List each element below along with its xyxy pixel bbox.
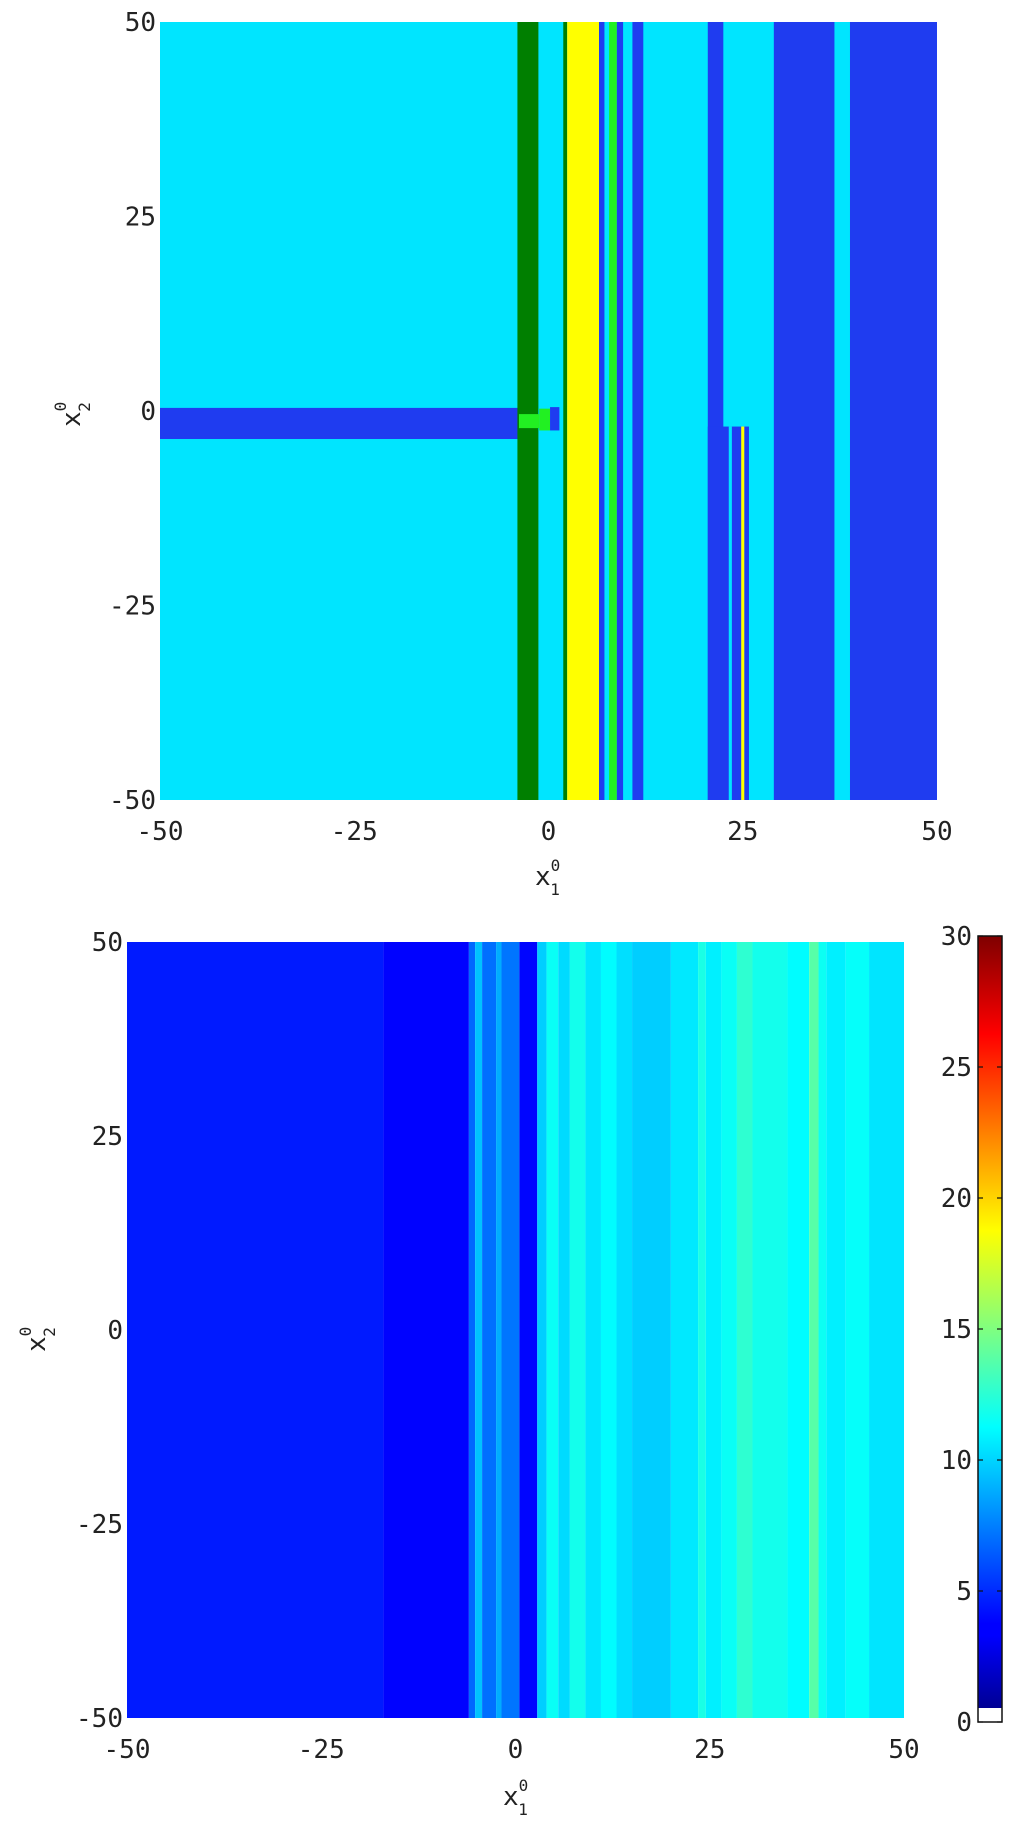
bottom-column-2 [468,942,476,1718]
colorbar-below-range [978,1708,1002,1722]
top-heatmap-panel: -50 -25 0 25 50 50 25 0 -25 -50 x0 1 x0 2 [51,8,953,899]
top-y-tick-label: 25 [125,203,156,233]
top-x-tick-label: -50 [137,817,184,847]
bottom-column-5 [496,942,502,1718]
bottom-column-12 [585,942,601,1718]
bottom-column-19 [721,942,737,1718]
colorbar-tick-label: 10 [941,1446,972,1476]
bottom-column-1 [383,942,469,1718]
colorbar-tick-label: 20 [941,1184,972,1214]
bottom-x-tick-label: -50 [104,1735,151,1765]
top-region-9 [616,22,624,800]
bottom-column-16 [670,942,699,1718]
colorbar-tick-label: 25 [941,1053,972,1083]
bottom-x-tick-label: 0 [508,1735,524,1765]
bottom-x-tick-label: -25 [298,1735,345,1765]
top-y-tick-label: -50 [109,786,156,816]
bottom-column-4 [482,942,497,1718]
bottom-column-14 [616,942,633,1718]
top-region-8 [609,22,617,800]
top-x-axis-label: x0 1 [535,856,560,899]
top-y-tick-label: 0 [140,397,156,427]
top-region-7 [599,22,605,800]
bottom-x-tick-label: 50 [888,1735,919,1765]
bottom-column-0 [127,942,384,1718]
top-region-10 [632,22,644,800]
bottom-column-20 [736,942,753,1718]
bottom-y-tick-labels: 50 25 0 -25 -50 [76,928,123,1734]
top-region-6 [567,22,600,800]
top-region-3 [539,408,551,431]
colorbar-tick-label: 15 [941,1315,972,1345]
bottom-y-tick-label: -25 [76,1510,123,1540]
bottom-column-23 [809,942,819,1718]
bottom-column-7 [519,942,538,1718]
top-region-4 [550,407,560,431]
bottom-x-axis-label: x0 1 [503,1776,528,1819]
top-region-14 [741,426,745,800]
top-region-1 [517,22,539,800]
colorbar-tick-labels: 0 5 10 15 20 25 30 [941,922,972,1738]
top-region-15 [773,22,835,800]
bottom-column-24 [818,942,827,1718]
top-y-tick-label: -25 [109,592,156,622]
top-x-tick-labels: -50 -25 0 25 50 [137,817,953,847]
bottom-column-26 [845,942,870,1718]
top-y-axis-label: x0 2 [51,402,94,427]
top-region-0 [160,407,522,440]
top-region-13 [728,426,732,800]
bottom-column-25 [826,942,846,1718]
bottom-column-13 [600,942,617,1718]
bottom-heatmap-plot-area [127,942,904,1718]
colorbar-tick-label: 0 [956,1708,972,1738]
colorbar [977,935,1003,1723]
bottom-column-3 [475,942,483,1718]
bottom-x-tick-label: 25 [694,1735,725,1765]
colorbar-tick-label: 30 [941,922,972,952]
bottom-column-9 [546,942,559,1718]
bottom-column-18 [705,942,722,1718]
top-region-16 [849,22,937,800]
bottom-column-22 [787,942,810,1718]
bottom-column-8 [537,942,547,1718]
bottom-column-15 [632,942,671,1718]
top-x-tick-label: 0 [541,817,557,847]
top-x-tick-label: 25 [727,817,758,847]
bottom-column-10 [558,942,570,1718]
top-x-tick-label: 50 [921,817,952,847]
top-region-2 [518,414,540,429]
bottom-heatmap-panel: -50 -25 0 25 50 50 25 0 -25 -50 x0 1 x0 2 0 5 10 15 20… [16,922,1003,1819]
bottom-y-tick-label: -50 [76,1704,123,1734]
bottom-column-21 [752,942,788,1718]
top-region-5 [563,22,568,800]
bottom-column-17 [698,942,706,1718]
bottom-column-6 [501,942,520,1718]
bottom-y-tick-label: 25 [92,1122,123,1152]
colorbar-tick-label: 5 [956,1577,972,1607]
bottom-y-tick-label: 50 [92,928,123,958]
bottom-y-axis-label: x0 2 [16,1327,59,1352]
top-y-tick-label: 50 [125,8,156,38]
top-y-tick-labels: 50 25 0 -25 -50 [109,8,156,816]
bottom-y-tick-label: 0 [107,1316,123,1346]
bottom-column-27 [869,942,904,1718]
bottom-column-11 [569,942,586,1718]
top-heatmap-plot-area [160,22,937,800]
top-x-tick-label: -25 [331,817,378,847]
bottom-x-tick-labels: -50 -25 0 25 50 [104,1735,920,1765]
